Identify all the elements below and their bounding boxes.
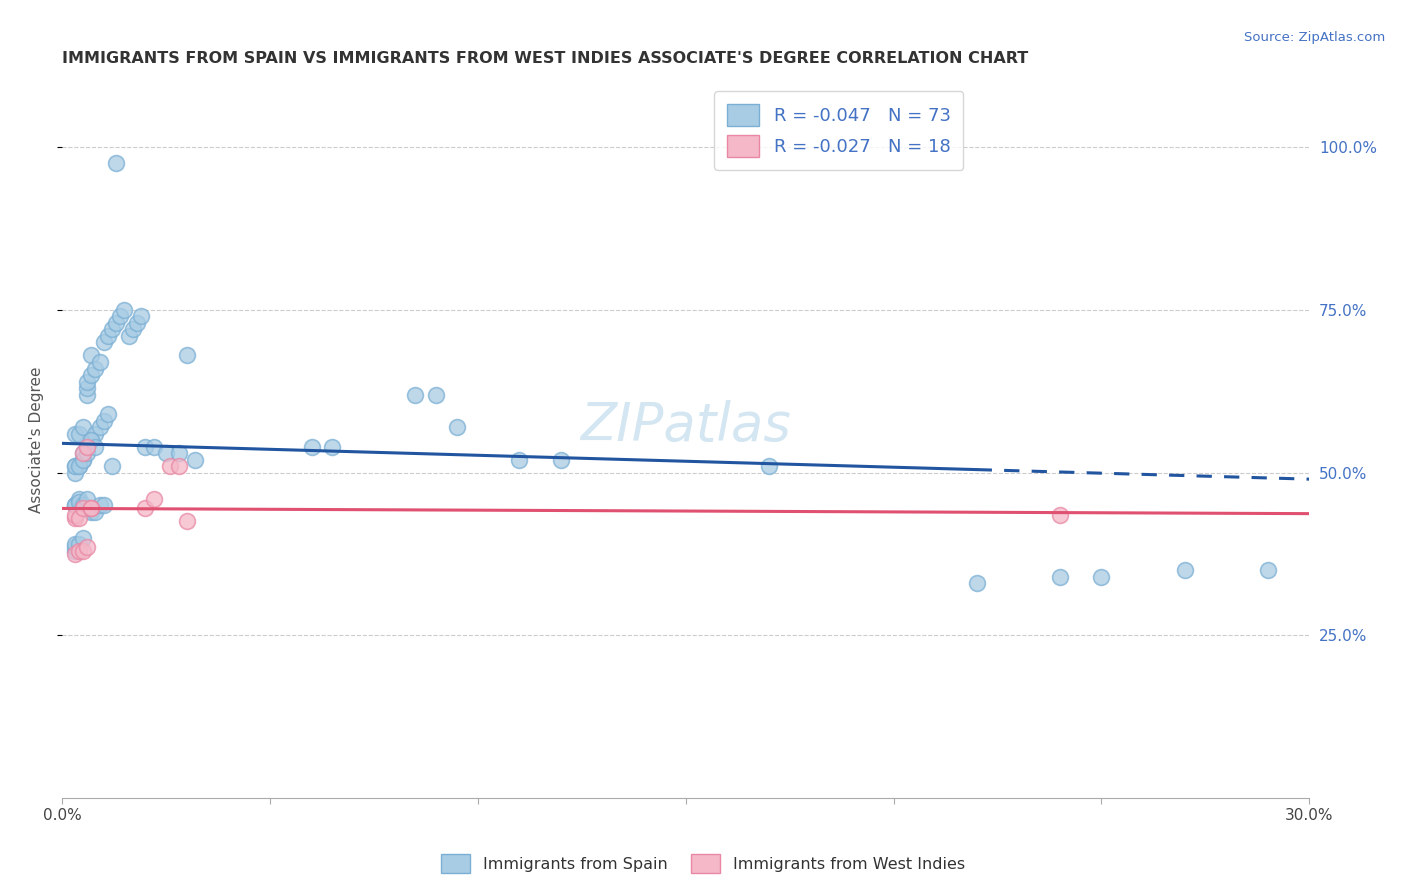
- Point: [72, 543, 94, 558]
- Point: [142, 440, 165, 454]
- Point: [76, 381, 98, 395]
- Point: [159, 459, 181, 474]
- Point: [89, 498, 111, 512]
- Point: [508, 452, 530, 467]
- Point: [321, 440, 343, 454]
- Point: [67, 426, 90, 441]
- Point: [80, 505, 103, 519]
- Legend: Immigrants from Spain, Immigrants from West Indies: Immigrants from Spain, Immigrants from W…: [434, 847, 972, 880]
- Point: [105, 316, 128, 330]
- Legend: R = -0.047   N = 73, R = -0.027   N = 18: R = -0.047 N = 73, R = -0.027 N = 18: [714, 91, 963, 169]
- Point: [134, 501, 156, 516]
- Point: [142, 491, 165, 506]
- Point: [84, 440, 107, 454]
- Point: [550, 452, 572, 467]
- Point: [67, 511, 90, 525]
- Point: [76, 387, 98, 401]
- Point: [301, 440, 323, 454]
- Point: [84, 426, 107, 441]
- Point: [72, 498, 94, 512]
- Point: [176, 515, 198, 529]
- Point: [67, 543, 90, 558]
- Point: [446, 420, 468, 434]
- Point: [80, 501, 103, 516]
- Point: [63, 426, 86, 441]
- Point: [89, 355, 111, 369]
- Point: [425, 387, 447, 401]
- Point: [67, 459, 90, 474]
- Point: [72, 452, 94, 467]
- Point: [84, 361, 107, 376]
- Point: [76, 541, 98, 555]
- Point: [63, 511, 86, 525]
- Point: [1090, 570, 1112, 584]
- Point: [63, 541, 86, 555]
- Point: [966, 576, 988, 591]
- Point: [63, 459, 86, 474]
- Point: [63, 508, 86, 522]
- Point: [125, 316, 148, 330]
- Point: [67, 491, 90, 506]
- Point: [67, 495, 90, 509]
- Point: [63, 498, 86, 512]
- Point: [76, 440, 98, 454]
- Point: [114, 302, 136, 317]
- Point: [97, 329, 120, 343]
- Text: IMMIGRANTS FROM SPAIN VS IMMIGRANTS FROM WEST INDIES ASSOCIATE'S DEGREE CORRELAT: IMMIGRANTS FROM SPAIN VS IMMIGRANTS FROM…: [62, 51, 1028, 66]
- Point: [101, 459, 124, 474]
- Point: [63, 498, 86, 512]
- Point: [80, 368, 103, 382]
- Point: [72, 501, 94, 516]
- Point: [80, 501, 103, 516]
- Point: [89, 420, 111, 434]
- Point: [72, 420, 94, 434]
- Point: [758, 459, 780, 474]
- Point: [80, 433, 103, 447]
- Point: [93, 335, 115, 350]
- Point: [76, 491, 98, 506]
- Point: [105, 156, 128, 170]
- Point: [97, 407, 120, 421]
- Point: [76, 440, 98, 454]
- Point: [121, 322, 143, 336]
- Y-axis label: Associate's Degree: Associate's Degree: [30, 367, 44, 513]
- Text: ZIPatlas: ZIPatlas: [581, 400, 792, 451]
- Point: [72, 452, 94, 467]
- Point: [63, 547, 86, 561]
- Point: [76, 375, 98, 389]
- Point: [167, 459, 190, 474]
- Text: Source: ZipAtlas.com: Source: ZipAtlas.com: [1244, 31, 1385, 45]
- Point: [63, 466, 86, 480]
- Point: [67, 459, 90, 474]
- Point: [404, 387, 426, 401]
- Point: [134, 440, 156, 454]
- Point: [84, 505, 107, 519]
- Point: [76, 446, 98, 460]
- Point: [93, 413, 115, 427]
- Point: [176, 349, 198, 363]
- Point: [1049, 570, 1071, 584]
- Point: [1049, 508, 1071, 522]
- Point: [80, 349, 103, 363]
- Point: [80, 433, 103, 447]
- Point: [1173, 563, 1195, 577]
- Point: [63, 543, 86, 558]
- Point: [184, 452, 207, 467]
- Point: [110, 310, 132, 324]
- Point: [117, 329, 139, 343]
- Point: [72, 531, 94, 545]
- Point: [167, 446, 190, 460]
- Point: [72, 446, 94, 460]
- Point: [1257, 563, 1279, 577]
- Point: [72, 446, 94, 460]
- Point: [93, 498, 115, 512]
- Point: [63, 459, 86, 474]
- Point: [101, 322, 124, 336]
- Point: [155, 446, 177, 460]
- Point: [129, 310, 152, 324]
- Point: [63, 537, 86, 551]
- Point: [67, 537, 90, 551]
